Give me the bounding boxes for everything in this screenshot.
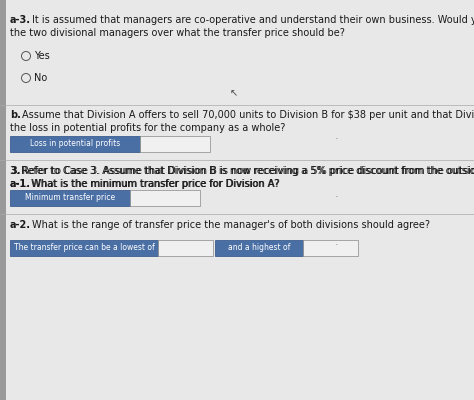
FancyBboxPatch shape: [10, 190, 130, 206]
Text: .: .: [335, 237, 338, 247]
Text: Refer to Case 3. Assume that Division B is now receiving a 5% price discount fro: Refer to Case 3. Assume that Division B …: [21, 166, 474, 176]
Text: Minimum transfer price: Minimum transfer price: [25, 194, 115, 202]
Text: a-3.: a-3.: [10, 15, 31, 25]
Text: the two divisional managers over what the transfer price should be?: the two divisional managers over what th…: [10, 28, 345, 38]
FancyBboxPatch shape: [140, 136, 210, 152]
Text: 3.: 3.: [10, 166, 20, 176]
Text: 3. Refer to Case 3. Assume that Division B is now receiving a 5% price discount : 3. Refer to Case 3. Assume that Division…: [10, 166, 474, 176]
Text: .: .: [335, 131, 338, 141]
FancyBboxPatch shape: [215, 240, 303, 256]
Text: Loss in potential profits: Loss in potential profits: [30, 140, 120, 148]
Text: the loss in potential profits for the company as a whole?: the loss in potential profits for the co…: [10, 123, 285, 133]
Text: b.: b.: [10, 110, 21, 120]
FancyBboxPatch shape: [130, 190, 200, 206]
Text: What is the range of transfer price the manager's of both divisions should agree: What is the range of transfer price the …: [32, 220, 430, 230]
FancyBboxPatch shape: [10, 240, 158, 256]
Text: .: .: [335, 189, 338, 199]
FancyBboxPatch shape: [303, 240, 358, 256]
FancyBboxPatch shape: [0, 0, 6, 400]
Text: No: No: [34, 73, 47, 83]
FancyBboxPatch shape: [10, 136, 140, 152]
Text: Assume that Division A offers to sell 70,000 units to Division B for $38 per uni: Assume that Division A offers to sell 70…: [22, 110, 474, 120]
Text: a-1. What is the minimum transfer price for Division A?: a-1. What is the minimum transfer price …: [10, 179, 280, 189]
Text: a-2.: a-2.: [10, 220, 31, 230]
Text: Yes: Yes: [34, 51, 50, 61]
Text: The transfer price can be a lowest of: The transfer price can be a lowest of: [14, 244, 155, 252]
Text: What is the minimum transfer price for Division A?: What is the minimum transfer price for D…: [31, 179, 279, 189]
Text: It is assumed that managers are co-operative and understand their own business. : It is assumed that managers are co-opera…: [32, 15, 474, 25]
Text: ↖: ↖: [230, 88, 238, 98]
Text: and a highest of: and a highest of: [228, 244, 290, 252]
Text: a-1.: a-1.: [10, 179, 31, 189]
FancyBboxPatch shape: [158, 240, 213, 256]
